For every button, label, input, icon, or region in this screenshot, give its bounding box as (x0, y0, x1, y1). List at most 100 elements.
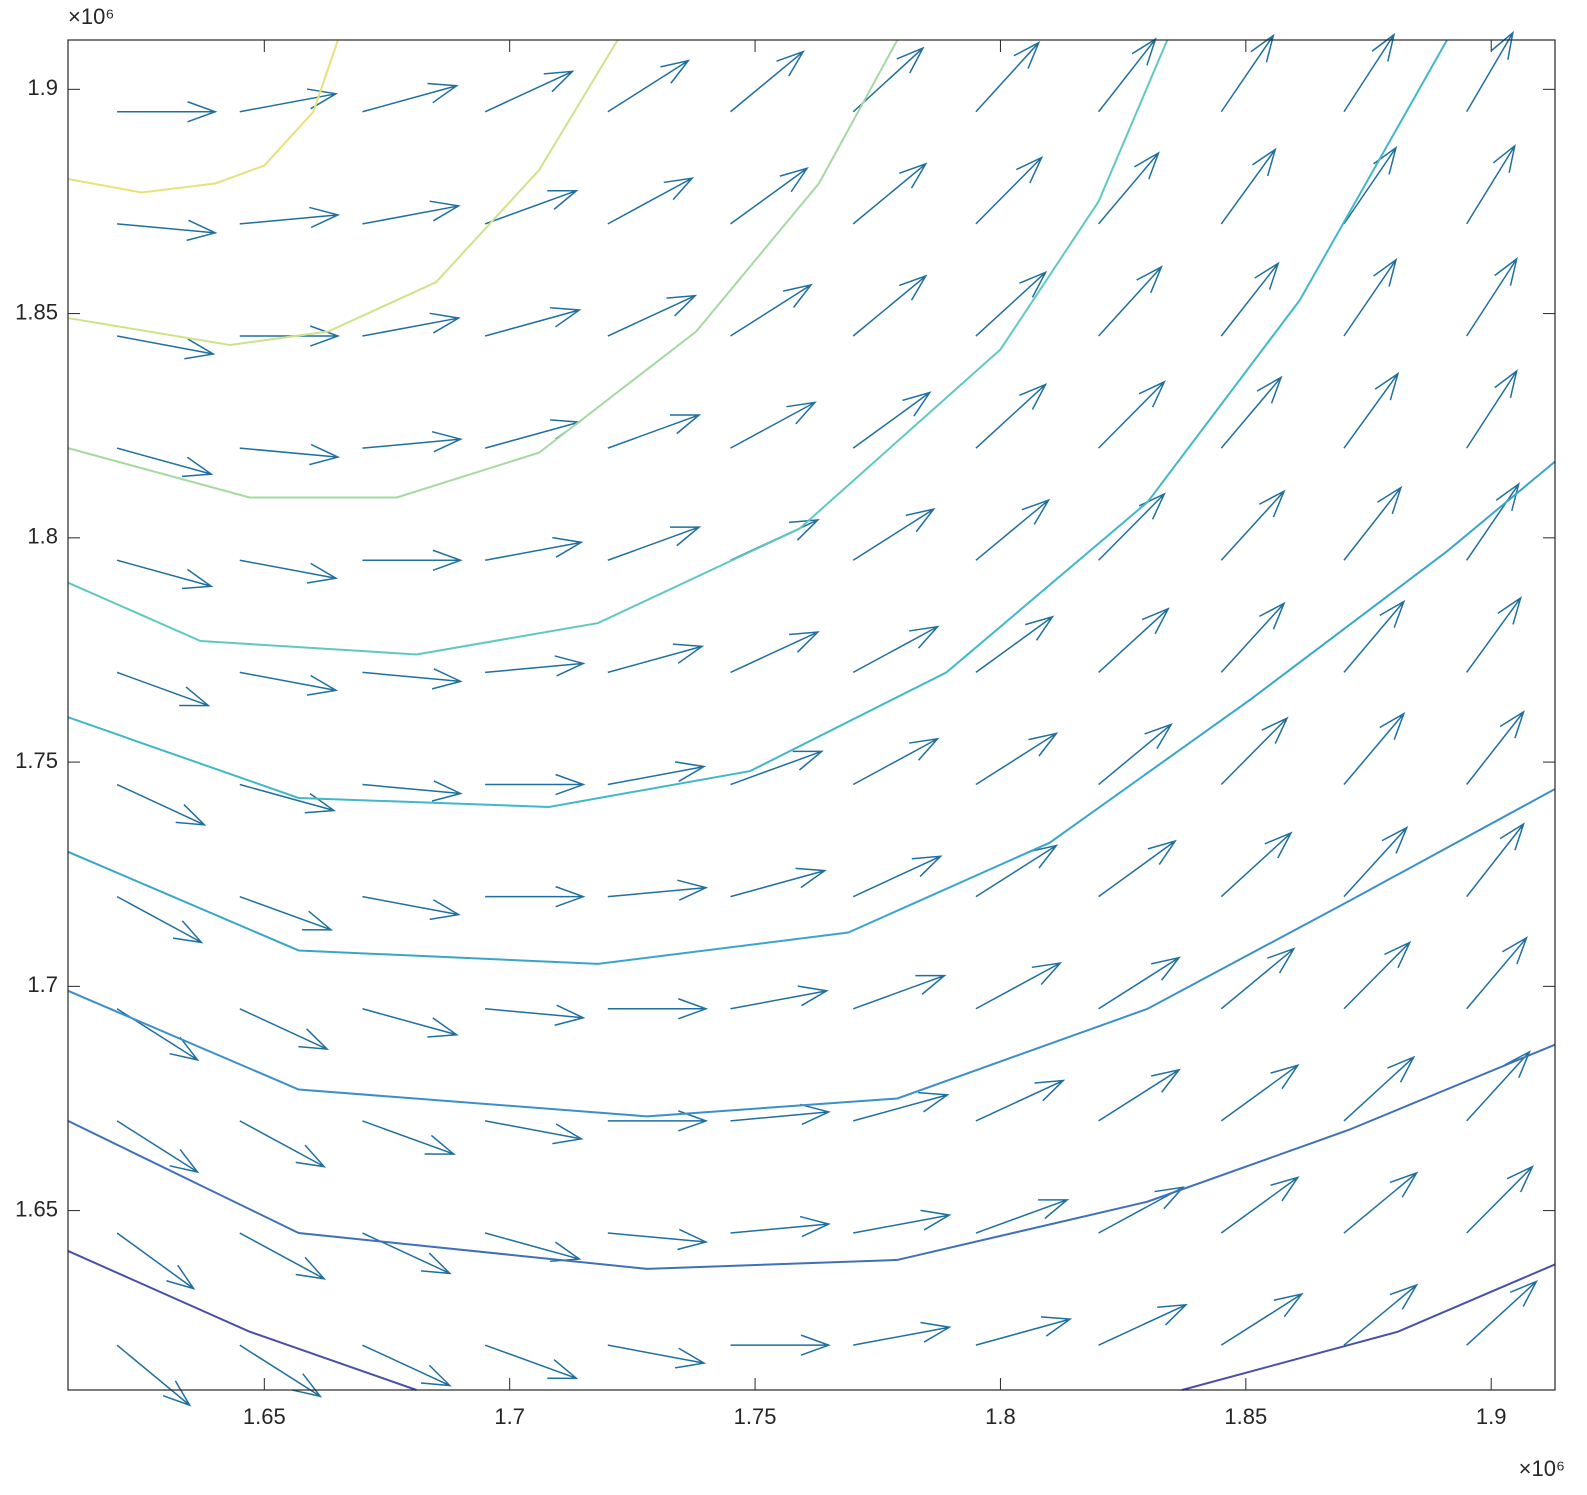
quiver-arrow (362, 1344, 452, 1387)
quiver-arrow (1220, 601, 1286, 673)
quiver-arrow (362, 1008, 459, 1038)
quiver-arrow (362, 430, 463, 453)
quiver-arrow (1466, 596, 1522, 673)
quiver-arrow (1098, 151, 1160, 225)
quiver-arrow (975, 1199, 1070, 1234)
quiver-arrow (730, 1103, 831, 1126)
contour-line (67, 39, 619, 346)
x-tick-label: 1.75 (734, 1404, 777, 1429)
quiver-arrow (362, 1120, 456, 1155)
quiver-arrow (1466, 1279, 1538, 1346)
quiver-arrow (975, 615, 1055, 673)
quiver-arrow (607, 414, 702, 449)
quiver-arrow (1098, 1303, 1188, 1346)
quiver-arrow (239, 1344, 323, 1398)
quiver-arrow (1343, 711, 1406, 786)
contour-line (67, 39, 1448, 808)
quiver-arrow (1220, 375, 1283, 449)
quiver-arrow (1343, 32, 1396, 113)
quiver-arrow (975, 382, 1048, 449)
x-tick-label: 1.8 (985, 1404, 1016, 1429)
quiver-arrow (1220, 1292, 1304, 1346)
quiver-arrow (1098, 492, 1166, 561)
quiver-arrow (239, 206, 341, 229)
quiver-arrow (116, 895, 204, 944)
quiver-arrow (730, 1215, 831, 1238)
quiver-arrow (239, 895, 334, 931)
quiver-arrow (607, 294, 698, 337)
quiver-arrow (1220, 1063, 1300, 1122)
contour-line (67, 788, 1556, 1118)
quiver-arrow (730, 1334, 831, 1356)
quiver-arrow (1220, 1176, 1300, 1234)
quiver-arrow (975, 498, 1051, 561)
quiver-arrow (852, 391, 932, 449)
quiver-arrow (1343, 257, 1398, 337)
quiver-arrow (239, 1232, 327, 1280)
quiver-arrow (1466, 1050, 1531, 1122)
quiver-arrow (485, 536, 584, 562)
quiver-arrow (1466, 257, 1518, 337)
quiver-arrow (1466, 143, 1516, 225)
quiver-arrow (116, 447, 214, 478)
quiver-arrow (1466, 1165, 1534, 1234)
quiver-arrow (484, 306, 582, 337)
contour-line (67, 1043, 1556, 1270)
quiver-arrow (239, 559, 339, 584)
quiver-arrow (730, 750, 824, 786)
quiver-arrow (1098, 839, 1177, 898)
quiver-arrow (116, 1120, 200, 1174)
quiver-arrow (1098, 265, 1163, 337)
quiver-arrow (485, 1004, 586, 1026)
quiver-arrow (116, 1344, 192, 1407)
contour-line (67, 39, 339, 194)
quiver-arrow (607, 59, 691, 113)
quiver-arrow (1466, 822, 1525, 898)
quiver-arrow (1220, 716, 1289, 786)
quiver-arrow (362, 668, 463, 690)
quiver-arrow (362, 82, 459, 113)
quiver-arrow (1343, 1055, 1416, 1122)
y-tick-label: 1.8 (27, 524, 58, 549)
quiver-arrow (362, 1232, 452, 1275)
quiver-arrow (1466, 369, 1518, 449)
quiver-arrow (1220, 147, 1277, 225)
y-tick-label: 1.9 (27, 75, 58, 100)
quiver-arrow (485, 1120, 584, 1145)
x-exponent-label: ×10⁶ (1519, 1456, 1565, 1481)
x-tick-label: 1.85 (1224, 1404, 1267, 1429)
quiver-arrow (607, 177, 695, 225)
quiver-arrow (116, 335, 216, 360)
y-exponent-label: ×10⁶ (68, 4, 114, 29)
quiver-arrow (116, 671, 211, 707)
quiver-arrow (484, 189, 579, 225)
x-tick-label: 1.65 (243, 1404, 286, 1429)
quiver-arrow (730, 50, 805, 113)
quiver-arrow (607, 761, 707, 786)
quiver-arrow (1343, 1171, 1419, 1234)
axes-box (67, 39, 1556, 1391)
quiver-arrow (362, 780, 463, 802)
quiver-arrow (484, 70, 575, 113)
quiver-arrow (730, 985, 829, 1010)
quiver-arrow (117, 101, 218, 123)
quiver-arrow (730, 166, 809, 225)
quiver-arrow (730, 283, 813, 337)
quiver-arrow (362, 200, 461, 225)
quiver-arrow (362, 549, 463, 571)
quiver-arrow (485, 885, 586, 908)
quiver-arrow (1098, 1068, 1181, 1122)
quiver-arrow (485, 655, 586, 677)
quiver-arrow (852, 737, 940, 786)
quiver-arrow (607, 1344, 707, 1369)
quiver-arrow (975, 732, 1059, 786)
x-tick-label: 1.7 (494, 1404, 525, 1429)
quiver-arrow (1220, 261, 1280, 337)
contour-line (67, 1250, 417, 1391)
quiver-arrow (116, 783, 207, 826)
quiver-arrow (1220, 947, 1296, 1010)
y-tick-label: 1.85 (15, 299, 58, 324)
quiver-arrow (1220, 831, 1293, 898)
contour-line (67, 39, 899, 499)
quiver-arrow (117, 219, 218, 242)
